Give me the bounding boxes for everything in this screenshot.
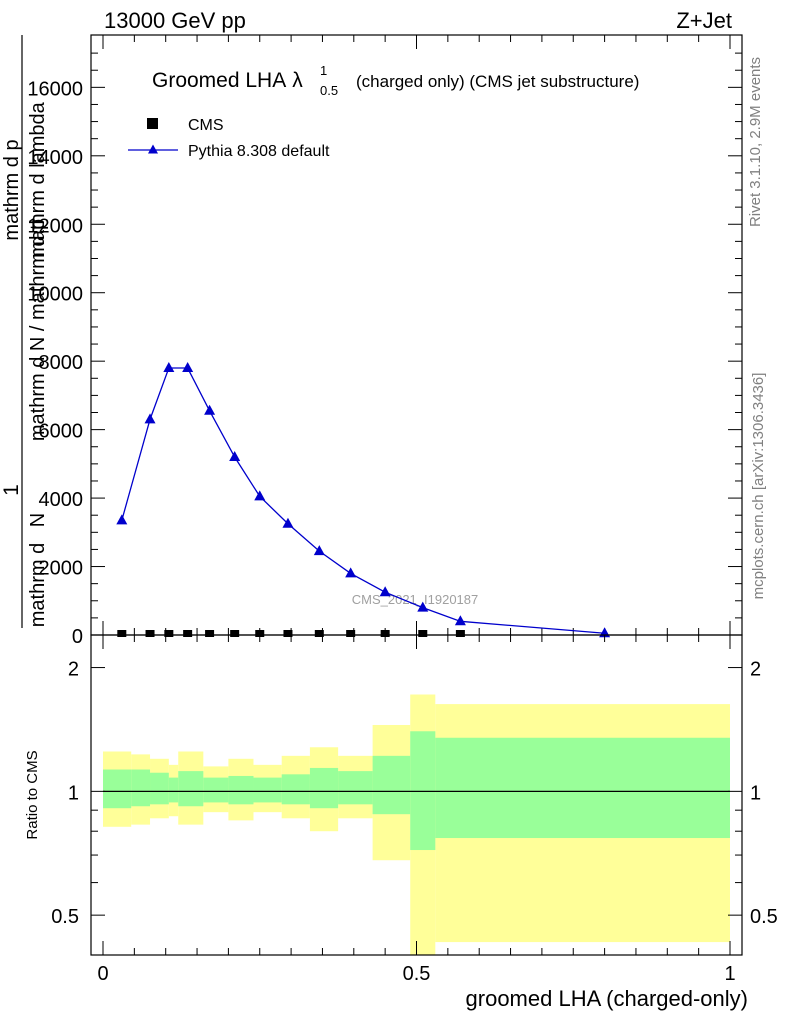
ratio-inner-band [168, 777, 179, 803]
y-title-denominator: mathrm d N / mathrm d p [27, 219, 49, 441]
pythia-point [313, 545, 325, 556]
ratio-inner-band [338, 771, 373, 805]
ratio-inner-band [103, 769, 132, 809]
cms-point [380, 630, 390, 637]
cms-point [418, 630, 428, 637]
y-title-numerator-n: N [27, 513, 49, 527]
ratio-inner-band [253, 777, 282, 803]
pythia-point [345, 567, 357, 578]
x-axis-title: groomed LHA (charged-only) [466, 986, 748, 1011]
legend-pythia-marker [148, 144, 158, 154]
y-title-upper: mathrm d p [1, 139, 23, 240]
main-y-tick-label: 6000 [39, 421, 84, 443]
main-y-tick-label: 8000 [39, 352, 84, 374]
ratio-inner-band [435, 737, 730, 839]
ratio-inner-band [150, 772, 169, 805]
main-y-axis: 0 2000 4000 6000 8000 10000 12000 14000 16000 [27, 52, 742, 648]
main-y-tick-label: 2000 [39, 558, 84, 580]
pythia-point [282, 517, 294, 528]
pythia-point [254, 490, 266, 501]
pythia-point [204, 404, 216, 415]
pythia-point [182, 362, 194, 373]
pythia-point [417, 601, 429, 612]
pythia-point [379, 586, 391, 597]
ratio-uncertainty-bands [103, 694, 730, 955]
cms-point [455, 630, 465, 637]
ratio-y-tick-label-right: 1 [750, 782, 761, 804]
ratio-y-tick-label: 2 [68, 659, 79, 681]
plot-title: Groomed LHA λ [152, 69, 303, 92]
pythia-point [144, 413, 156, 424]
main-y-tick-label: 0 [72, 626, 83, 648]
cms-series [117, 630, 465, 637]
plot-title-superscript: 1 [320, 63, 327, 78]
pythia-point [163, 362, 175, 373]
ratio-y-axis: 0.5 0.5 1 1 2 2 [51, 659, 778, 956]
pythia-series [116, 362, 611, 638]
cms-point [164, 630, 174, 637]
cms-point [283, 630, 293, 637]
ratio-y-tick-label-right: 0.5 [750, 906, 778, 928]
rivet-version-label: Rivet 3.1.10, 2.9M events [747, 57, 764, 227]
ratio-inner-band [203, 777, 229, 803]
main-y-tick-label: 12000 [27, 215, 83, 237]
x-tick-label: 0.5 [403, 963, 431, 985]
pythia-point [116, 514, 128, 525]
header-process-label: Z+Jet [676, 8, 732, 33]
pythia-point [454, 615, 466, 626]
legend-pythia-label: Pythia 8.308 default [188, 143, 330, 160]
x-tick-label: 1 [724, 963, 735, 985]
ratio-inner-band [410, 731, 436, 851]
y-title-numerator: mathrm d [27, 543, 49, 627]
cms-point [117, 630, 127, 637]
cms-point [205, 630, 215, 637]
cms-point [183, 630, 193, 637]
main-y-tick-label: 16000 [27, 78, 83, 100]
main-y-axis-title: 1 mathrm d N / mathrm d p mathrm d N mat… [0, 35, 49, 628]
ratio-y-tick-label: 1 [68, 782, 79, 804]
main-y-tick-label: 14000 [27, 147, 83, 169]
plot-title-rest: (charged only) (CMS jet substructure) [356, 72, 639, 91]
cms-point [314, 630, 324, 637]
legend: CMS Pythia 8.308 default [128, 117, 330, 160]
ratio-inner-band [228, 775, 254, 805]
ratio-inner-band [178, 771, 204, 807]
plot-title-lambda: λ [292, 69, 303, 92]
ratio-y-tick-label-right: 2 [750, 659, 761, 681]
ratio-inner-band [131, 769, 151, 807]
ratio-inner-band [281, 774, 310, 805]
ratio-x-axis: 0 0.5 1 [97, 635, 736, 985]
x-tick-label: 0 [97, 963, 108, 985]
main-x-axis [102, 35, 731, 635]
ratio-inner-band [309, 767, 339, 809]
plot-title-main: Groomed LHA [152, 69, 286, 92]
cms-point [230, 630, 240, 637]
legend-cms-label: CMS [188, 117, 224, 134]
cms-point [255, 630, 265, 637]
main-y-tick-label: 4000 [39, 489, 84, 511]
mcplots-reference-label: mcplots.cern.ch [arXiv:1306.3436] [750, 373, 767, 600]
main-y-tick-label: 10000 [27, 284, 83, 306]
pythia-point [229, 451, 241, 462]
main-plot-panel: 0 2000 4000 6000 8000 10000 12000 14000 16000 CM… [27, 34, 743, 648]
legend-cms-marker [147, 118, 158, 129]
cms-point [346, 630, 356, 637]
ratio-inner-band [372, 755, 411, 815]
plot-title-subscript: 0.5 [320, 83, 338, 98]
header-energy-label: 13000 GeV pp [104, 8, 246, 33]
y-title-lambda: mathrm d lambda [27, 101, 49, 257]
ratio-y-title: Ratio to CMS [24, 750, 41, 839]
cms-point [145, 630, 155, 637]
y-title-one: 1 [0, 484, 23, 496]
ratio-plot-panel: 0.5 0.51 12 2 0 0.5 1 Ratio to CMS groomed LH… [24, 634, 778, 1011]
ratio-y-tick-label: 0.5 [51, 906, 79, 928]
